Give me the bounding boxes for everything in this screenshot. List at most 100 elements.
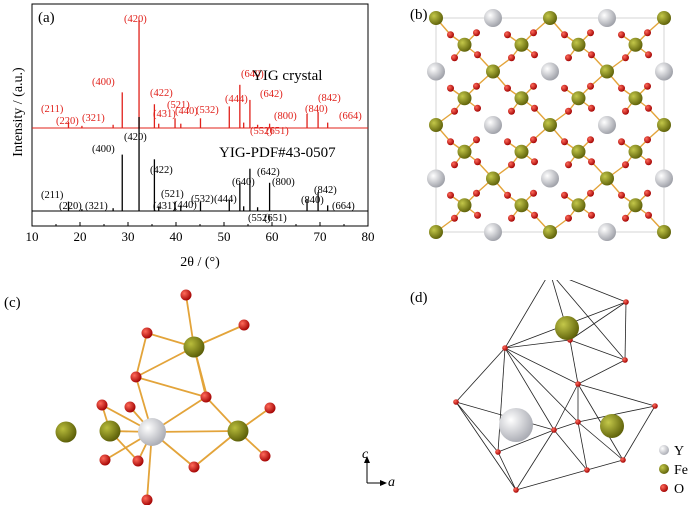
oxygen-atom (575, 419, 581, 425)
edge (497, 347, 506, 453)
oxygen-atom (530, 82, 537, 90)
peak-label: (400) (92, 77, 115, 88)
x-tick-label: 10 (26, 229, 39, 244)
legend-label-o: O (674, 482, 684, 497)
edge (577, 405, 656, 423)
oxygen-atom (587, 189, 594, 197)
iron-atom (514, 198, 529, 213)
oxygen-atom (618, 31, 625, 39)
iron-atom (600, 171, 614, 186)
iron-atom (571, 91, 586, 106)
peak-label: (422) (150, 165, 173, 176)
peak-label: (664) (339, 111, 362, 122)
bond (135, 346, 195, 378)
edge (549, 271, 627, 303)
peak-label: (400) (92, 144, 115, 155)
axis-a-label: a (388, 475, 395, 490)
oxygen-atom (238, 319, 250, 331)
peak-label: (642) (257, 167, 280, 178)
edge (504, 339, 571, 349)
oxygen-atom (622, 214, 629, 222)
x-tick-label: 30 (122, 229, 135, 244)
oxygen-atom (508, 54, 515, 62)
edge (515, 469, 588, 491)
iron-atom (543, 118, 557, 132)
oxygen-atom (473, 82, 480, 90)
peak-label: (431) (153, 201, 176, 212)
oxygen-atom (584, 467, 590, 473)
legend-marker-o (660, 484, 668, 492)
peak-label: (552) (248, 213, 271, 224)
edge (455, 347, 506, 403)
oxygen-atom (447, 31, 454, 39)
oxygen-atom (504, 191, 511, 199)
yttrium-atom (499, 408, 533, 442)
axis-indicator: c a (362, 447, 395, 490)
iron-atom (486, 171, 500, 186)
oxygen-atom (474, 104, 481, 112)
iron-atom (657, 225, 671, 239)
peak-label: (800) (274, 111, 297, 122)
oxygen-atom (200, 391, 212, 403)
oxygen-atom (451, 54, 458, 62)
iron-atom (429, 11, 443, 25)
coordination-fragment: (c) c a (4, 289, 395, 506)
iron-atom (429, 225, 443, 239)
oxygen-atom (447, 84, 454, 92)
iron-atom (571, 37, 586, 52)
peak-label: (840) (305, 104, 328, 115)
iron-atom (555, 316, 579, 340)
peak-label: (220) (56, 116, 79, 127)
edge (553, 429, 588, 471)
oxygen-atom (588, 51, 595, 59)
yttrium-atom (427, 62, 445, 81)
peak-label: (640) (232, 177, 255, 188)
iron-atom (457, 91, 472, 106)
oxygen-atom (141, 494, 153, 506)
oxygen-atom (451, 214, 458, 222)
oxygen-atom (623, 299, 629, 305)
edge (577, 383, 624, 461)
peak-label: (220) (59, 201, 82, 212)
iron-atom (657, 118, 671, 132)
oxygen-atom (588, 158, 595, 166)
iron-atom (628, 91, 643, 106)
peak-label: (842) (318, 93, 341, 104)
x-tick-label: 40 (170, 229, 183, 244)
peak-label: (420) (124, 14, 147, 25)
oxygen-atom (652, 403, 658, 409)
bond (135, 376, 207, 398)
oxygen-atom (565, 54, 572, 62)
peak-label: (211) (41, 104, 64, 115)
bond (151, 430, 239, 433)
yttrium-atom (598, 9, 616, 27)
oxygen-atom (132, 455, 144, 467)
x-tick-label: 80 (362, 229, 375, 244)
iron-atom (99, 420, 121, 442)
x-axis-label: 2θ / (°) (180, 255, 220, 270)
edge (569, 339, 579, 385)
peak-label: (431) (153, 109, 176, 120)
oxygen-atom (473, 29, 480, 37)
oxygen-atom (508, 107, 515, 115)
unit-cell-atoms (427, 9, 673, 241)
axis-c-label: c (362, 447, 369, 462)
yttrium-atom (541, 169, 559, 188)
peak-label: (440) (174, 200, 197, 211)
oxygen-atom (587, 82, 594, 90)
legend-marker-y (659, 445, 669, 455)
iron-atom (571, 144, 586, 159)
legend-label-fe: Fe (674, 463, 688, 478)
yttrium-atom (427, 169, 445, 188)
yttrium-atom (655, 169, 673, 188)
edge (577, 421, 588, 471)
oxygen-atom (618, 138, 625, 146)
oxygen-atom (620, 457, 626, 463)
crystal-unit-cell: (b) (410, 7, 673, 241)
yttrium-atom (598, 223, 616, 241)
yttrium-atom (655, 62, 673, 81)
oxygen-atom (561, 31, 568, 39)
oxygen-atom (141, 327, 153, 339)
series-crystal (32, 20, 368, 129)
panel-label-b: (b) (410, 7, 428, 23)
